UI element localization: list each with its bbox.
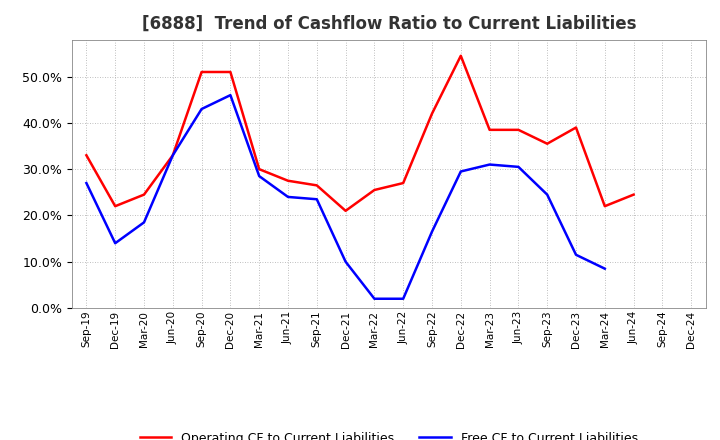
Operating CF to Current Liabilities [255,166,264,172]
Line: Free CF to Current Liabilities: Free CF to Current Liabilities [86,95,605,299]
Operating CF to Current Liabilities [629,192,638,197]
Free CF to Current Liabilities [312,197,321,202]
Free CF to Current Liabilities [572,252,580,257]
Operating CF to Current Liabilities [428,111,436,116]
Free CF to Current Liabilities [284,194,292,200]
Operating CF to Current Liabilities [514,127,523,132]
Operating CF to Current Liabilities [456,53,465,59]
Free CF to Current Liabilities [168,153,177,158]
Title: [6888]  Trend of Cashflow Ratio to Current Liabilities: [6888] Trend of Cashflow Ratio to Curren… [142,15,636,33]
Legend: Operating CF to Current Liabilities, Free CF to Current Liabilities: Operating CF to Current Liabilities, Fre… [135,427,643,440]
Operating CF to Current Liabilities [485,127,494,132]
Free CF to Current Liabilities [341,259,350,264]
Free CF to Current Liabilities [82,180,91,186]
Free CF to Current Liabilities [226,92,235,98]
Operating CF to Current Liabilities [572,125,580,130]
Free CF to Current Liabilities [370,296,379,301]
Free CF to Current Liabilities [456,169,465,174]
Free CF to Current Liabilities [255,173,264,179]
Free CF to Current Liabilities [399,296,408,301]
Operating CF to Current Liabilities [82,153,91,158]
Free CF to Current Liabilities [428,229,436,234]
Operating CF to Current Liabilities [600,204,609,209]
Operating CF to Current Liabilities [399,180,408,186]
Operating CF to Current Liabilities [543,141,552,147]
Operating CF to Current Liabilities [140,192,148,197]
Free CF to Current Liabilities [600,266,609,271]
Free CF to Current Liabilities [111,241,120,246]
Free CF to Current Liabilities [543,192,552,197]
Free CF to Current Liabilities [140,220,148,225]
Operating CF to Current Liabilities [312,183,321,188]
Line: Operating CF to Current Liabilities: Operating CF to Current Liabilities [86,56,634,211]
Operating CF to Current Liabilities [226,70,235,75]
Operating CF to Current Liabilities [168,153,177,158]
Operating CF to Current Liabilities [111,204,120,209]
Operating CF to Current Liabilities [341,208,350,213]
Free CF to Current Liabilities [197,106,206,112]
Free CF to Current Liabilities [514,164,523,169]
Free CF to Current Liabilities [485,162,494,167]
Operating CF to Current Liabilities [370,187,379,193]
Operating CF to Current Liabilities [197,70,206,75]
Operating CF to Current Liabilities [284,178,292,183]
